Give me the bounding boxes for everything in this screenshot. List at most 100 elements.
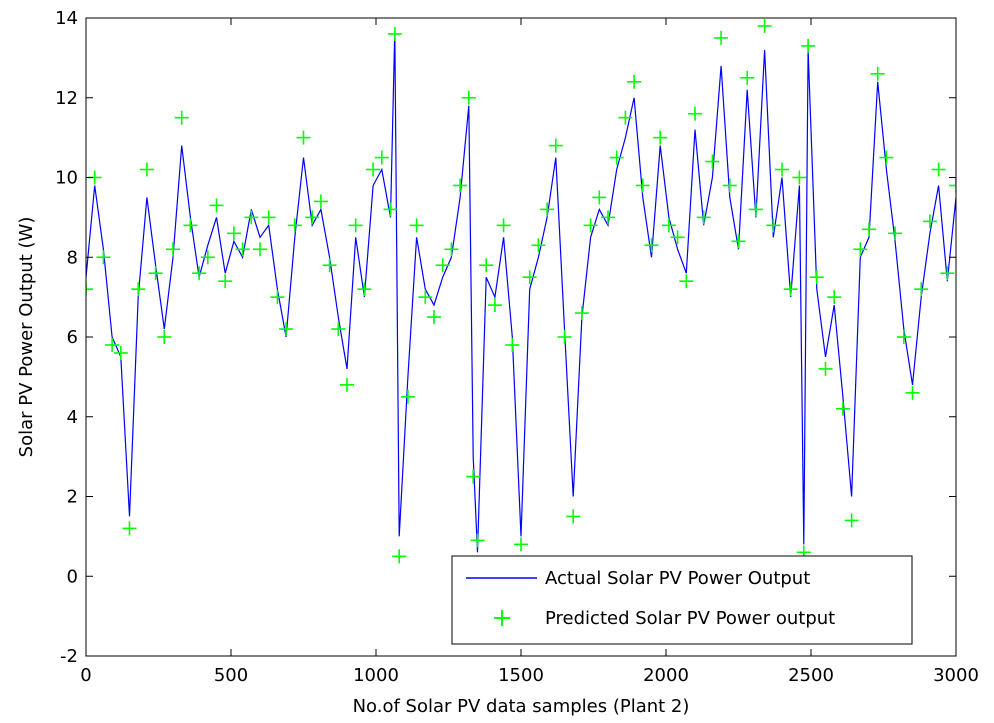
predicted-point [879,150,894,165]
predicted-point [905,385,920,400]
predicted-point [200,250,215,265]
predicted-point [174,110,189,125]
y-tick-label: -2 [60,646,78,667]
predicted-point [714,30,729,45]
predicted-point [453,178,468,193]
predicted-point [148,266,163,281]
predicted-point [157,330,172,344]
predicted-point [531,238,546,253]
predicted-point [540,202,555,217]
predicted-point [235,242,250,257]
predicted-point [86,282,93,297]
predicted-point [896,330,911,344]
predicted-point [766,218,781,233]
x-tick-label: 1500 [498,665,544,686]
predicted-point [409,218,424,233]
y-tick-label: 4 [67,407,78,428]
legend: Actual Solar PV Power Output Predicted S… [451,555,913,645]
predicted-point [949,178,956,193]
predicted-point [940,266,955,281]
series-layer [86,18,956,564]
predicted-point [583,218,598,233]
predicted-point [705,154,720,169]
predicted-point [139,162,154,177]
predicted-point [627,74,642,89]
predicted-point [844,513,859,528]
x-tick-label: 500 [214,665,248,686]
predicted-point [548,138,563,153]
predicted-point [618,110,633,125]
predicted-point [487,298,502,313]
predicted-point [261,210,276,225]
predicted-point [922,214,937,229]
predicted-point [279,322,294,337]
predicted-point [305,210,320,225]
predicted-point [287,218,302,233]
predicted-point [253,242,267,257]
y-tick-label: 12 [55,88,78,109]
x-tick-label: 2500 [788,665,834,686]
predicted-point [792,170,807,185]
predicted-point [470,533,485,548]
predicted-point [96,250,111,265]
predicted-point [870,66,885,81]
predicted-point [557,330,572,344]
predicted-point [592,190,607,205]
predicted-point [522,270,537,285]
predicted-point [888,226,903,241]
predicted-point [835,401,850,416]
predicted-point [783,282,798,297]
predicted-point [340,377,354,392]
predicted-point [105,337,120,352]
x-tick-label: 3000 [933,665,979,686]
predicted-point [392,549,407,564]
predicted-point [348,218,363,233]
predicted-point [661,218,676,233]
predicted-point [740,70,755,85]
predicted-point [914,282,929,297]
legend-plus-swatch [494,610,510,626]
predicted-point [566,509,581,524]
actual-power-line [86,29,956,553]
predicted-point [505,337,520,352]
predicted-point [679,274,694,289]
y-tick-label: 14 [55,8,78,29]
predicted-point [731,234,746,249]
predicted-point [270,290,285,305]
predicted-point [775,162,789,177]
predicted-point [809,270,824,285]
predicted-point [183,218,198,233]
predicted-point [313,194,328,209]
predicted-point [574,306,589,321]
y-tick-label: 6 [67,327,78,348]
predicted-point [496,218,511,233]
predicted-point [461,90,476,105]
x-tick-label: 1000 [353,665,399,686]
predicted-point [435,258,450,273]
predicted-point [387,26,402,41]
predicted-point [609,150,624,165]
predicted-point [427,310,441,325]
predicted-point [400,389,415,404]
predicted-point [418,290,433,305]
predicted-point [122,521,137,536]
predicted-point [374,150,389,165]
predicted-point [696,210,711,225]
predicted-point [466,469,481,484]
predicted-point [853,242,868,257]
predicted-point [827,290,842,305]
predicted-point [644,238,659,253]
predicted-point [653,130,668,145]
y-tick-label: 10 [55,168,78,189]
predicted-point [113,345,128,360]
predicted-point [688,106,702,121]
predicted-point [331,322,346,337]
predicted-point [635,178,650,193]
predicted-point [931,162,946,177]
predicted-point [757,18,772,33]
y-tick-label: 8 [67,247,78,268]
predicted-point [444,242,459,257]
legend-predicted-label: Predicted Solar PV Power output [545,608,835,629]
